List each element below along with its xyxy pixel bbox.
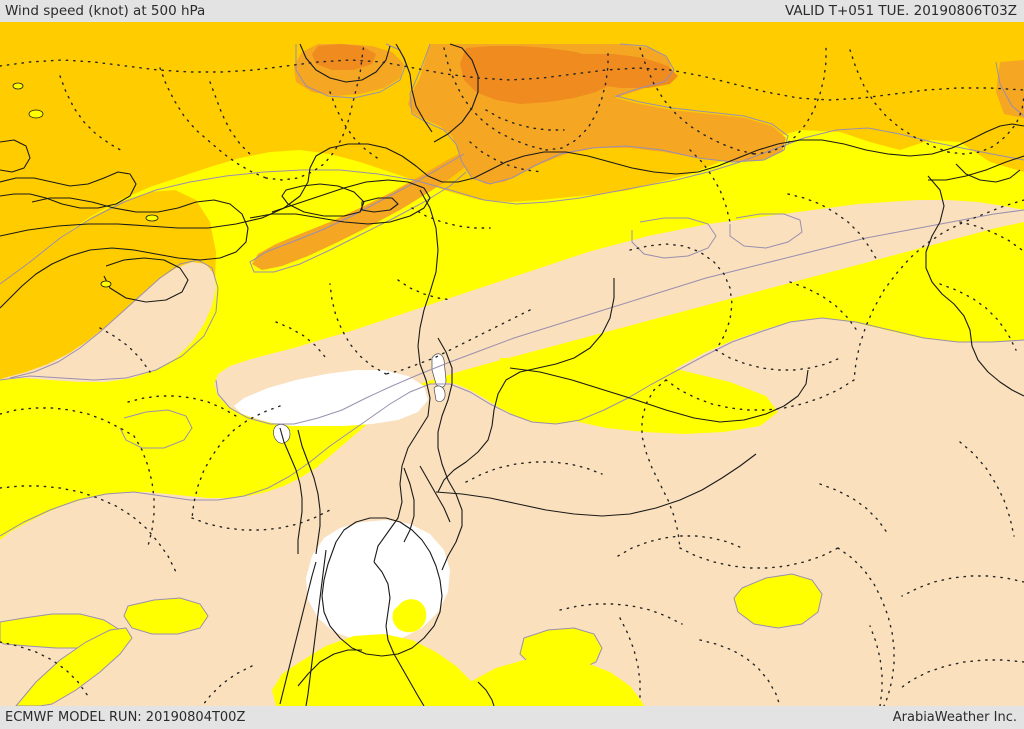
model-run-label: ECMWF MODEL RUN: 20190804T00Z	[5, 709, 246, 725]
coastlines	[0, 43, 1024, 706]
fill-yellow-blob-arabia-1	[733, 573, 823, 629]
footer-bar: ECMWF MODEL RUN: 20190804T00Z ArabiaWeat…	[0, 706, 1024, 729]
header-bar: Wind speed (knot) at 500 hPa VALID T+051…	[0, 0, 1024, 22]
contour-lines	[0, 43, 1024, 537]
fill-band-white-deadsea-south	[433, 385, 446, 402]
fill-yellow-block-jordan	[500, 358, 778, 434]
credit-label: ArabiaWeather Inc.	[892, 709, 1017, 725]
fill-band-white-deadsea	[431, 353, 447, 388]
valid-time-label: VALID T+051 TUE. 20190806T03Z	[784, 3, 1017, 19]
fill-band-peach-west-strip	[0, 262, 216, 382]
fill-band-white-med2	[248, 398, 378, 426]
fill-band-orange-east-edge	[996, 60, 1024, 118]
fill-band-dark-orange-streak	[556, 54, 678, 88]
fill-band-dark-orange-small	[312, 44, 376, 70]
fill-yellow-blob-egypt-2	[15, 627, 133, 706]
fill-yellow-tongue-arabia-west	[470, 658, 644, 706]
page-title: Wind speed (knot) at 500 hPa	[5, 3, 206, 19]
map-canvas[interactable]	[0, 22, 1024, 706]
fill-yellow-blob-egypt-3	[123, 597, 209, 635]
national-borders	[0, 43, 1024, 706]
weather-map-svg[interactable]	[0, 22, 1024, 706]
fill-band-orange-finger	[252, 152, 464, 270]
small-features	[12, 82, 159, 288]
fill-band-peach-levant	[214, 200, 1024, 424]
fill-yellow-islet-sinai	[392, 599, 427, 633]
fill-yellow-tongue-redsea	[272, 634, 492, 706]
